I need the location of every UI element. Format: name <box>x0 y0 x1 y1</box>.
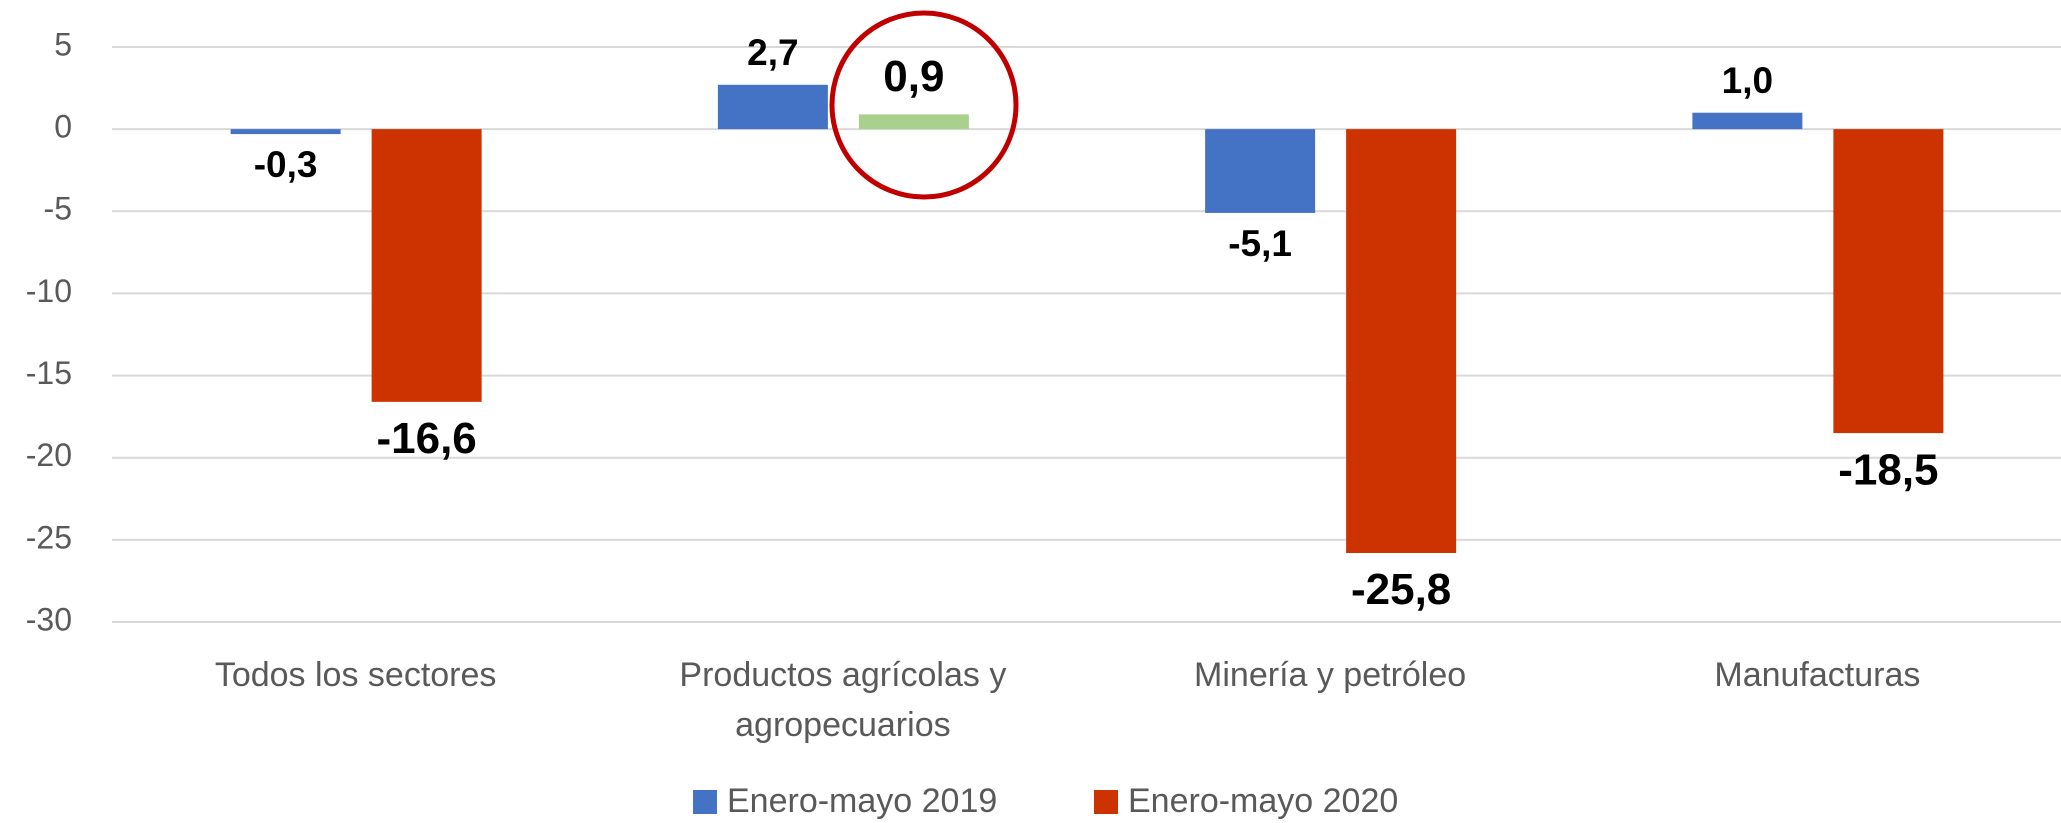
x-tick-label-box: Minería y petróleo <box>1194 656 1467 694</box>
x-tick-label: Minería y petróleo <box>1194 656 1467 694</box>
y-tick-label: -30 <box>26 601 72 637</box>
data-label: -5,1 <box>1228 223 1292 264</box>
bar <box>371 129 482 402</box>
y-tick-label: -15 <box>26 355 72 391</box>
bar <box>230 129 341 135</box>
bar <box>1346 129 1457 553</box>
y-tick-label: 0 <box>54 109 72 145</box>
y-tick-label: -10 <box>26 273 72 309</box>
legend-label: Enero-mayo 2019 <box>727 782 997 820</box>
data-label: -25,8 <box>1351 565 1451 614</box>
data-label: 0,9 <box>883 52 944 101</box>
y-tick-label: -20 <box>26 437 72 473</box>
bar <box>1205 129 1316 213</box>
x-tick-label-box: Productos agrícolas y agropecuarios <box>679 656 1007 744</box>
bar <box>1833 129 1944 434</box>
data-label: -16,6 <box>376 414 476 463</box>
highlight-circle <box>829 10 1019 200</box>
data-label: 1,0 <box>1722 60 1773 101</box>
y-tick-label: -25 <box>26 519 72 555</box>
x-tick-label-box: Manufacturas <box>1714 656 1921 694</box>
legend-label: Enero-mayo 2020 <box>1128 782 1398 820</box>
bar <box>858 114 969 130</box>
bar <box>717 84 828 130</box>
y-tick-label: -5 <box>44 191 72 227</box>
data-label: 2,7 <box>747 32 798 73</box>
data-label: -0,3 <box>254 144 318 185</box>
bar <box>1692 112 1803 130</box>
legend-swatch <box>1094 790 1118 814</box>
y-tick-label: 5 <box>54 26 72 62</box>
x-tick-label: Productos agrícolas y agropecuarios <box>679 656 1007 744</box>
x-tick-label-box: Todos los sectores <box>214 656 497 694</box>
x-tick-label: Todos los sectores <box>214 656 497 694</box>
x-tick-label: Manufacturas <box>1714 656 1921 694</box>
data-label: -18,5 <box>1838 445 1938 494</box>
legend-swatch <box>693 790 717 814</box>
